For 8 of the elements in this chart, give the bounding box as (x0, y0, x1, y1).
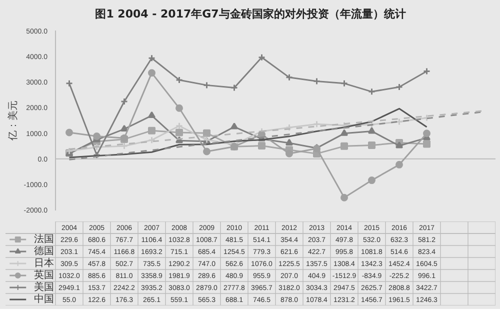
y-axis-title: 亿：美元 (6, 100, 19, 142)
chart-title: 图1 2004 - 2017年G7与金砖国家的对外投资（年流量）统计 (95, 8, 406, 20)
legend-label: 中国 (34, 293, 54, 305)
legend-label: 德国 (34, 246, 54, 257)
legend-label: 法国 (34, 233, 54, 245)
legend-label: 日本 (34, 257, 54, 269)
legend-label: 英国 (34, 269, 54, 281)
legend-label: 美国 (34, 281, 54, 293)
